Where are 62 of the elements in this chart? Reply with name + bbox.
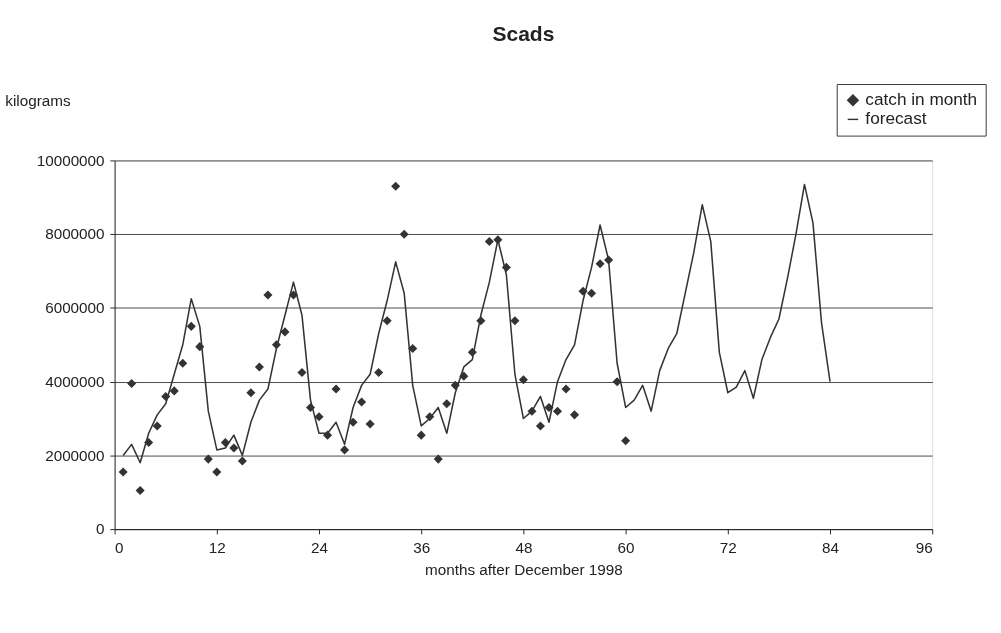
point xyxy=(297,367,307,377)
point xyxy=(569,410,580,420)
legend-label: catch in month xyxy=(865,89,978,110)
point xyxy=(408,343,418,354)
point xyxy=(314,412,324,422)
point xyxy=(433,454,443,464)
point xyxy=(246,388,256,398)
point xyxy=(382,316,392,326)
x-tick-label: 96 xyxy=(915,538,933,556)
point xyxy=(561,384,571,394)
x-tick-label: 84 xyxy=(822,538,840,556)
point xyxy=(612,377,622,387)
x-tick-label: 72 xyxy=(719,538,737,556)
point xyxy=(587,288,597,298)
point xyxy=(169,386,179,396)
point xyxy=(399,229,409,239)
point xyxy=(518,375,528,385)
legend-label: forecast xyxy=(865,108,927,129)
point xyxy=(365,419,375,429)
point xyxy=(280,327,290,337)
x-tick-label: 12 xyxy=(208,538,226,556)
x-tick-label: 60 xyxy=(617,538,635,556)
line-series xyxy=(122,183,831,464)
point xyxy=(416,430,426,440)
point xyxy=(510,316,520,326)
point xyxy=(118,467,128,477)
point xyxy=(484,237,494,247)
point xyxy=(552,406,563,416)
point xyxy=(203,454,213,464)
point xyxy=(544,402,554,413)
point xyxy=(263,290,273,300)
point xyxy=(535,421,545,431)
y-tick-label: 8000000 xyxy=(45,225,105,243)
y-tick-label: 2000000 xyxy=(45,446,105,464)
x-tick-label: 0 xyxy=(115,538,124,556)
point xyxy=(186,321,196,331)
chart-title: Scads xyxy=(492,21,555,45)
x-tick-label: 48 xyxy=(515,538,533,556)
x-tick-label: 36 xyxy=(413,538,431,556)
point xyxy=(212,467,222,477)
y-axis-title: kilograms xyxy=(5,91,71,109)
point xyxy=(178,358,188,368)
point xyxy=(442,399,452,409)
point xyxy=(254,362,264,372)
point xyxy=(391,181,401,191)
y-tick-label: 10000000 xyxy=(36,151,105,169)
point xyxy=(229,443,239,453)
y-tick-label: 0 xyxy=(96,520,105,538)
point xyxy=(127,378,137,389)
point xyxy=(152,421,162,431)
point xyxy=(237,456,247,466)
point xyxy=(374,367,384,377)
point xyxy=(357,397,367,407)
x-axis-title: months after December 1998 xyxy=(425,561,623,579)
point xyxy=(135,485,145,495)
x-tick-label: 24 xyxy=(311,538,329,556)
y-tick-label: 4000000 xyxy=(45,372,105,390)
y-tick-label: 6000000 xyxy=(45,299,105,317)
point xyxy=(331,384,341,394)
point xyxy=(340,445,350,455)
point xyxy=(595,259,605,269)
point xyxy=(621,436,631,446)
